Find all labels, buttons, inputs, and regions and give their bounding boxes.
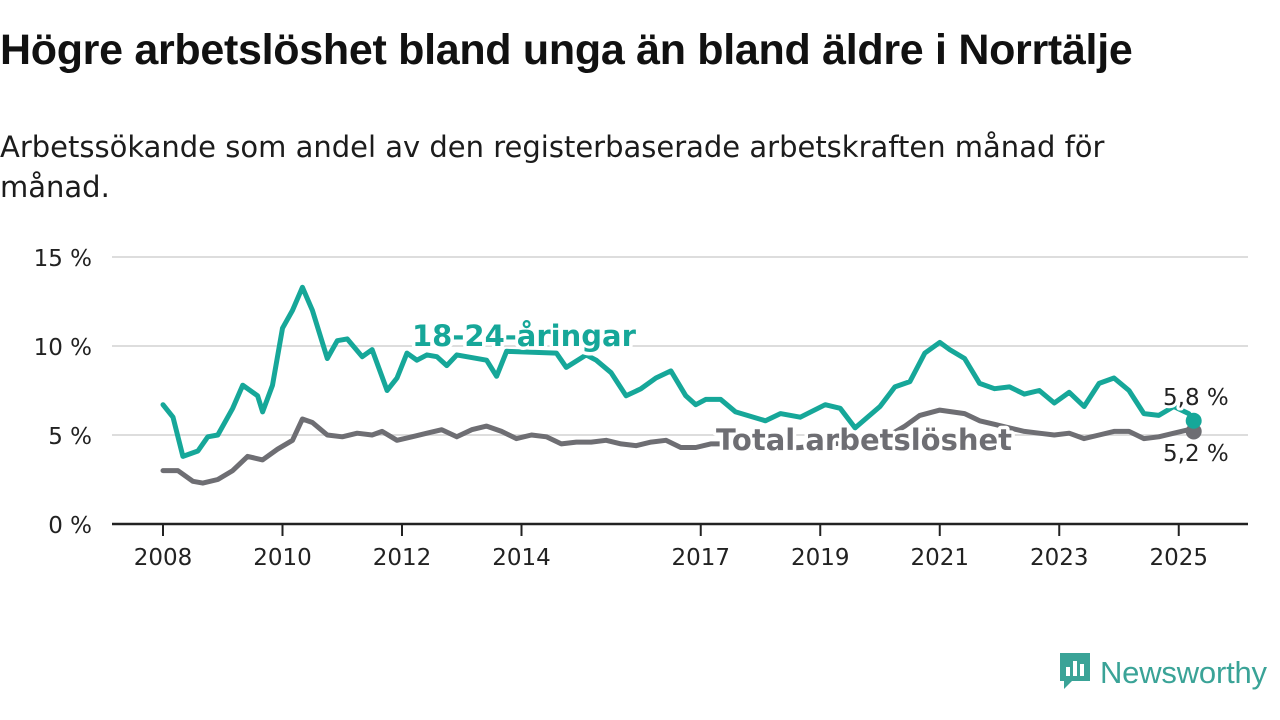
series-lines [160, 284, 1202, 486]
x-tick-label: 2008 [134, 545, 193, 571]
end-label-total: 5,2 % [1163, 441, 1229, 467]
end-label-youth: 5,8 % [1163, 385, 1229, 411]
y-tick-label: 10 % [34, 335, 92, 361]
x-tick-label: 2012 [373, 545, 432, 571]
x-tick-label: 2019 [791, 545, 850, 571]
y-axis-ticks: 0 % 5 % 10 % 15 % [34, 246, 92, 539]
y-tick-label: 5 % [48, 424, 92, 450]
x-tick-label: 2010 [253, 545, 312, 571]
x-tick-label: 2023 [1030, 545, 1089, 571]
series-line-total [160, 407, 1197, 486]
y-tick-label: 15 % [34, 246, 92, 272]
x-tick-label: 2014 [492, 545, 551, 571]
series-line-youth [160, 284, 1197, 459]
y-tick-label: 0 % [48, 513, 92, 539]
chart-title: Högre arbetslöshet bland unga än bland ä… [0, 26, 1133, 74]
x-axis-ticks: 2008 2010 2012 2014 2017 2019 2021 2023 2025 [112, 522, 1248, 571]
newsworthy-brand[interactable]: Newsworthy [1058, 652, 1267, 694]
x-tick-label: 2021 [910, 545, 969, 571]
x-tick-label: 2017 [671, 545, 730, 571]
series-labels: 18-24-åringar Total arbetslöshet 5,8 % 5,2 … [409, 316, 1232, 471]
newsworthy-logo-icon [1058, 651, 1092, 695]
newsworthy-wordmark: Newsworthy [1100, 655, 1267, 690]
gridlines [112, 256, 1248, 436]
end-point-youth [1185, 412, 1202, 429]
series-label-youth: 18-24-åringar [412, 319, 637, 353]
series-label-total: Total arbetslöshet [716, 423, 1012, 457]
chart-subtitle: Arbetssökande som andel av den registerb… [0, 130, 1105, 204]
x-tick-label: 2025 [1149, 545, 1208, 571]
